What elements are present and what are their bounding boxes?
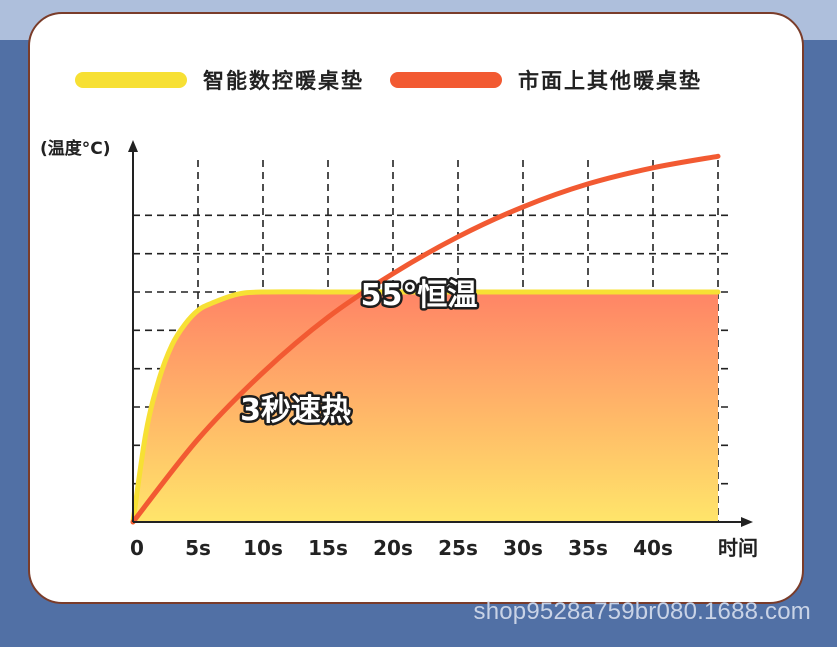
x-tick-label: 0 [130,536,144,560]
watermark: shop9528a759br080.1688.com [473,598,811,625]
legend-label-other-pad: 市面上其他暖桌垫 [518,69,702,93]
x-tick-label: 25s [438,536,478,560]
axes [128,140,753,527]
x-tick-label: 5s [185,536,211,560]
annotations: 55°恒温 3秒速热 [238,276,480,431]
x-tick-label: 35s [568,536,608,560]
other-pad-line [130,153,721,525]
smart-pad-line [130,289,721,525]
y-axis-label: (温度°C) [40,138,111,159]
legend: 智能数控暖桌垫 市面上其他暖桌垫 [75,64,728,96]
x-tick-label: 15s [308,536,348,560]
x-tick-label: 40s [633,536,673,560]
legend-swatch-other-pad [390,72,502,88]
annotation-label: 55°恒温 [361,278,478,313]
x-tick-label: 10s [243,536,283,560]
legend-item-other-pad: 市面上其他暖桌垫 [390,65,702,95]
x-tick-labels: 0 5s 10s 15s 20s 25s 30s 35s 40s [130,536,673,560]
x-tick-label: 30s [503,536,543,560]
legend-swatch-smart-pad [75,72,187,88]
x-tick-label: 20s [373,536,413,560]
smart-pad-area [133,291,718,522]
legend-item-smart-pad: 智能数控暖桌垫 [75,65,364,95]
annotation-label: 3秒速热 [240,393,351,428]
x-axis-label: 时间 [718,536,758,560]
legend-label-smart-pad: 智能数控暖桌垫 [203,69,364,93]
